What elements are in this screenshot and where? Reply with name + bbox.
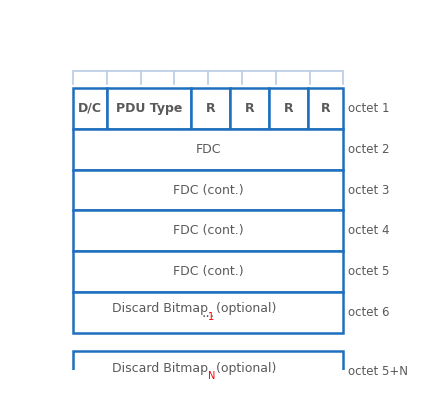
- Bar: [73, 210, 344, 251]
- Text: Discard Bitmap: Discard Bitmap: [112, 302, 208, 315]
- Text: PDU Type: PDU Type: [116, 102, 182, 115]
- Text: octet 3: octet 3: [348, 183, 390, 197]
- Text: octet 5: octet 5: [348, 265, 390, 278]
- Text: FDC: FDC: [195, 143, 221, 156]
- Bar: [73, 351, 344, 392]
- Bar: [191, 88, 230, 129]
- Text: (optional): (optional): [212, 302, 277, 315]
- Text: octet 1: octet 1: [348, 102, 390, 115]
- Text: octet 6: octet 6: [348, 306, 390, 319]
- Text: (optional): (optional): [212, 362, 277, 374]
- Bar: [230, 88, 269, 129]
- Bar: [269, 88, 308, 129]
- Text: R: R: [284, 102, 293, 115]
- Text: FDC (cont.): FDC (cont.): [173, 265, 244, 278]
- Text: R: R: [245, 102, 254, 115]
- Text: R: R: [205, 102, 215, 115]
- Bar: [73, 251, 344, 292]
- Text: D/C: D/C: [78, 102, 102, 115]
- Text: FDC (cont.): FDC (cont.): [173, 183, 244, 197]
- Bar: [73, 88, 107, 129]
- Text: octet 5+N: octet 5+N: [348, 365, 409, 378]
- Bar: [73, 129, 344, 170]
- Text: FDC (cont.): FDC (cont.): [173, 224, 244, 238]
- Bar: [308, 88, 344, 129]
- Bar: [73, 292, 344, 333]
- Text: octet 2: octet 2: [348, 143, 390, 156]
- Bar: [73, 170, 344, 210]
- Text: 1: 1: [208, 312, 215, 322]
- Text: octet 4: octet 4: [348, 224, 390, 238]
- Text: N: N: [208, 371, 216, 381]
- Text: ...: ...: [202, 306, 215, 320]
- Bar: [107, 88, 191, 129]
- Text: Discard Bitmap: Discard Bitmap: [112, 362, 208, 374]
- Text: R: R: [321, 102, 330, 115]
